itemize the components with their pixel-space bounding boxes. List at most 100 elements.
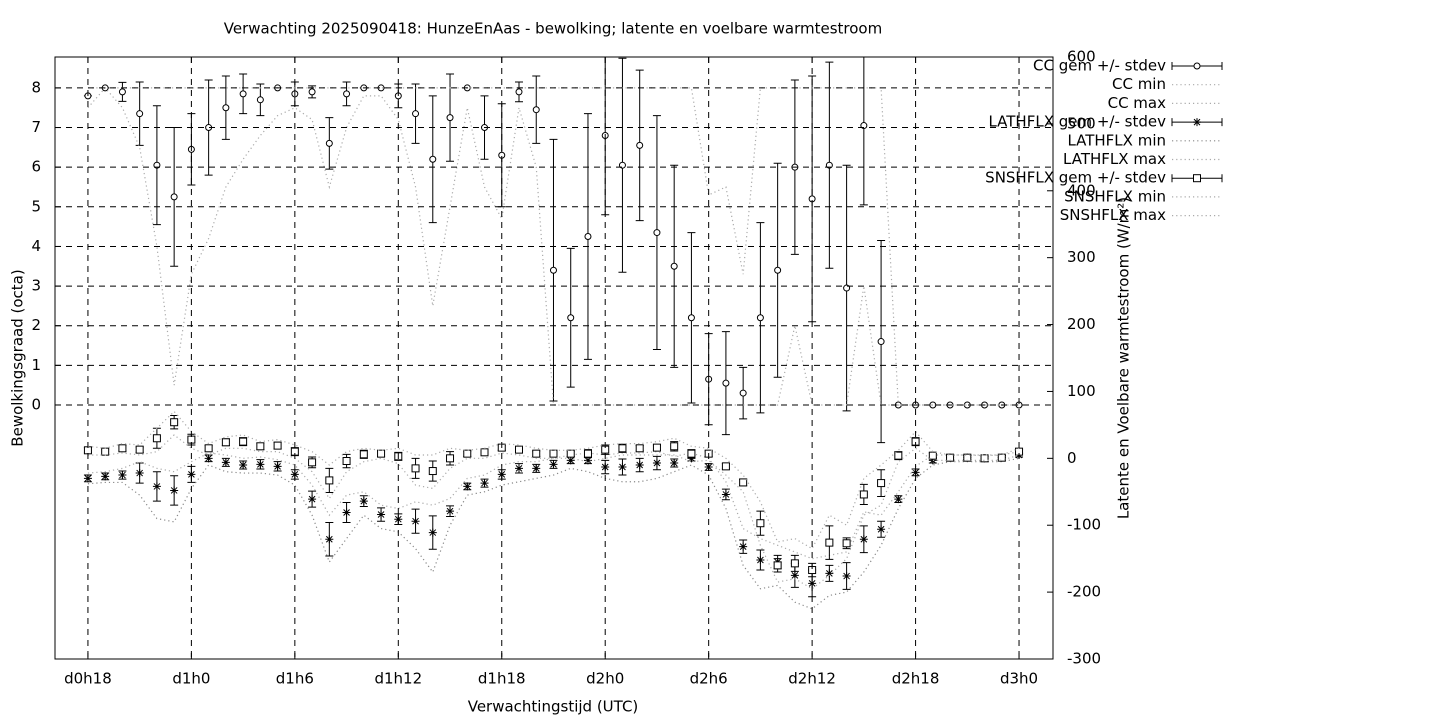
marker: [118, 88, 126, 96]
marker: [532, 106, 540, 114]
marker: [928, 456, 937, 465]
series-line: [87, 457, 1020, 610]
legend-label: SNSHFLX max: [1060, 206, 1166, 224]
y2-tick-label: 300: [1067, 248, 1096, 266]
y2-tick-label: 200: [1067, 315, 1096, 333]
y2-tick-label: 100: [1067, 382, 1096, 400]
x-tick-label: d2h18: [892, 670, 940, 688]
y-tick-label: 7: [31, 118, 41, 136]
marker: [790, 559, 799, 568]
y-tick-label: 4: [31, 237, 41, 255]
marker: [877, 525, 886, 534]
marker: [670, 459, 679, 468]
marker: [532, 464, 541, 473]
marker: [687, 449, 696, 458]
marker: [325, 535, 334, 544]
marker: [549, 266, 557, 274]
marker: [635, 444, 644, 453]
marker: [377, 510, 386, 519]
y-tick-label: 8: [31, 78, 41, 96]
marker: [825, 538, 834, 547]
y-tick-label: 6: [31, 158, 41, 176]
x-tick-label: d1h6: [276, 670, 314, 688]
marker: [566, 456, 575, 465]
marker: [411, 464, 420, 473]
y2-tick-label: -100: [1067, 516, 1101, 534]
marker: [756, 519, 765, 528]
marker: [584, 233, 592, 241]
marker: [239, 90, 247, 98]
marker: [859, 490, 868, 499]
marker: [152, 482, 161, 491]
x-tick-label: d2h12: [788, 670, 836, 688]
marker: [239, 437, 248, 446]
marker: [636, 141, 644, 149]
marker: [980, 454, 989, 463]
marker: [635, 461, 644, 470]
marker: [325, 476, 334, 485]
marker: [773, 561, 782, 570]
y2-tick-label: 400: [1067, 181, 1096, 199]
x-tick-label: d3h0: [1000, 670, 1038, 688]
marker: [825, 569, 834, 578]
marker: [239, 461, 248, 470]
marker: [308, 495, 317, 504]
marker: [256, 442, 265, 451]
marker: [101, 472, 110, 481]
x-tick-label: d2h6: [690, 670, 728, 688]
y-tick-label: 1: [31, 356, 41, 374]
marker: [446, 454, 455, 463]
marker: [152, 434, 161, 443]
marker: [497, 470, 506, 479]
marker: [359, 497, 368, 506]
marker: [446, 507, 455, 516]
y2-tick-label: -300: [1067, 650, 1101, 668]
marker: [256, 96, 264, 104]
marker: [308, 458, 317, 467]
x-tick-label: d1h12: [374, 670, 422, 688]
marker: [428, 467, 437, 476]
marker: [428, 528, 437, 537]
marker: [273, 462, 282, 471]
plot-frame: [54, 56, 1054, 660]
chart-title: Verwachting 2025090418: HunzeEnAas - bew…: [224, 20, 882, 38]
marker: [670, 262, 678, 270]
marker: [721, 490, 730, 499]
x-tick-label: d1h18: [478, 670, 526, 688]
x-tick-label: d2h0: [586, 670, 624, 688]
marker: [687, 454, 696, 463]
y2-tick-label: 500: [1067, 114, 1096, 132]
marker: [221, 438, 230, 447]
marker: [187, 470, 196, 479]
marker: [118, 444, 127, 453]
marker: [118, 471, 127, 480]
y2-tick-label: 0: [1067, 449, 1077, 467]
legend-label: CC min: [1112, 75, 1166, 93]
marker: [463, 449, 472, 458]
marker: [756, 314, 764, 322]
marker: [1193, 118, 1201, 127]
marker: [653, 229, 661, 237]
marker: [722, 379, 730, 387]
x-tick-label: d0h18: [64, 670, 112, 688]
marker: [377, 449, 386, 458]
marker: [515, 88, 523, 96]
marker: [222, 104, 230, 112]
marker: [567, 314, 575, 322]
marker: [273, 441, 282, 450]
legend-label: CC gem +/- stdev: [1033, 57, 1166, 75]
marker: [480, 479, 489, 488]
y-tick-label: 2: [31, 316, 41, 334]
legend-label: LATHFLX gem +/- stdev: [988, 113, 1166, 131]
marker: [170, 486, 179, 495]
marker: [136, 110, 144, 118]
marker: [756, 556, 765, 565]
marker: [859, 535, 868, 544]
marker: [514, 464, 523, 473]
x-axis-label: Verwachtingstijd (UTC): [468, 698, 639, 716]
legend-label: LATHFLX max: [1063, 150, 1166, 168]
marker: [842, 539, 851, 548]
marker: [170, 418, 179, 427]
legend-label: LATHFLX min: [1067, 131, 1166, 149]
